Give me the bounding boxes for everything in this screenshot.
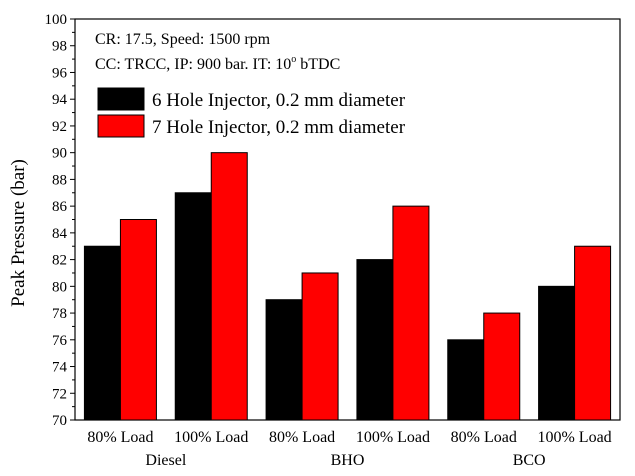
annotation: CR: 17.5, Speed: 1500 rpm CC: TRCC, IP: …: [95, 31, 340, 73]
y-tick-label: 100: [45, 12, 68, 28]
x-tick-label: 80% Load: [269, 429, 335, 446]
bar-series-1: [174, 192, 212, 421]
bar-series-1: [265, 299, 303, 421]
annotation-line-1: CR: 17.5, Speed: 1500 rpm: [95, 31, 271, 48]
x-tick-label: 80% Load: [87, 429, 153, 446]
bar-series-2: [392, 205, 430, 421]
y-tick-label: 70: [52, 413, 67, 429]
legend-swatch-series-2: [97, 114, 145, 138]
y-tick-label: 96: [52, 65, 68, 81]
y-axis-label: Peak Pressure (bar): [8, 159, 29, 307]
bar-series-2: [210, 152, 248, 421]
bars: [83, 152, 612, 421]
x-tick-labels: 80% Load 100% Load 80% Load 100% Load 80% Lo…: [87, 429, 611, 446]
bar-series-2: [301, 272, 339, 421]
x-tick-label: 100% Load: [537, 429, 611, 446]
group-label: BHO: [331, 452, 365, 469]
y-tick-label: 78: [52, 306, 67, 322]
x-tick-label: 80% Load: [451, 429, 517, 446]
legend-swatch-series-1: [97, 87, 145, 111]
y-tick-label: 88: [52, 172, 67, 188]
y-tick-label: 82: [52, 253, 67, 269]
annotation-line-2: CC: TRCC, IP: 900 bar. IT: 10o bTDC: [95, 54, 340, 73]
bar-series-1: [538, 285, 576, 421]
x-tick-label: 100% Load: [356, 429, 430, 446]
bar-series-2: [574, 245, 612, 421]
y-tick-label: 76: [52, 333, 68, 349]
legend-label-series-1: 6 Hole Injector, 0.2 mm diameter: [152, 90, 406, 111]
y-tick-label: 80: [52, 279, 67, 295]
y-tick-label: 74: [52, 360, 68, 376]
bar-series-2: [119, 219, 157, 421]
bar-series-1: [447, 339, 485, 421]
y-tick-label: 92: [52, 119, 67, 135]
y-tick-label: 72: [52, 386, 67, 402]
annotation-line-2-main: CC: TRCC, IP: 900 bar. IT: 10: [95, 56, 291, 73]
bar-series-1: [83, 245, 121, 421]
y-tick-label: 94: [52, 92, 68, 108]
group-label: BCO: [513, 452, 546, 469]
group-label: Diesel: [145, 452, 186, 469]
x-tick-label: 100% Load: [174, 429, 248, 446]
bar-series-2: [483, 312, 521, 421]
y-tick-label: 90: [52, 146, 67, 162]
annotation-degree-symbol: o: [291, 54, 296, 65]
y-tick-label: 86: [52, 199, 68, 215]
annotation-line-2-suffix: bTDC: [296, 56, 340, 73]
group-labels: Diesel BHO BCO: [145, 452, 545, 469]
y-tick-label: 98: [52, 39, 67, 55]
legend: 6 Hole Injector, 0.2 mm diameter 7 Hole …: [97, 87, 406, 138]
y-tick-label: 84: [52, 226, 68, 242]
bar-series-1: [356, 259, 394, 421]
y-ticks: 70 72 74 76 78 80 82 84 86 88 90 92 94 96 98 100: [45, 12, 75, 429]
legend-label-series-2: 7 Hole Injector, 0.2 mm diameter: [152, 117, 406, 138]
